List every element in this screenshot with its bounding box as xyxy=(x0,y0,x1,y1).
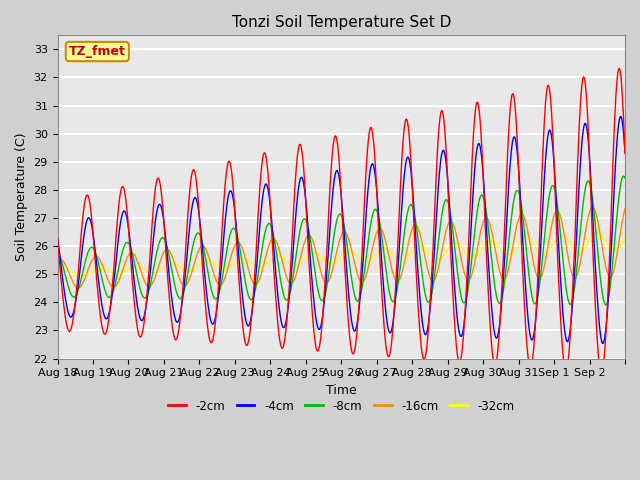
-32cm xyxy=(614,246,622,252)
Line: -32cm: -32cm xyxy=(58,233,625,276)
-2cm xyxy=(614,69,622,75)
-2cm xyxy=(54,235,61,241)
-2cm xyxy=(316,343,323,348)
-4cm xyxy=(54,236,61,241)
-32cm xyxy=(621,235,629,241)
X-axis label: Time: Time xyxy=(326,384,356,397)
-4cm xyxy=(316,326,323,332)
-32cm xyxy=(143,267,150,273)
-4cm xyxy=(475,141,483,146)
-4cm xyxy=(326,220,334,226)
Legend: -2cm, -4cm, -8cm, -16cm, -32cm: -2cm, -4cm, -8cm, -16cm, -32cm xyxy=(163,395,519,417)
Line: -8cm: -8cm xyxy=(58,176,625,305)
-32cm xyxy=(327,261,335,267)
-4cm xyxy=(558,300,566,306)
-8cm xyxy=(620,173,627,179)
-2cm xyxy=(326,179,334,184)
-32cm xyxy=(316,253,324,259)
-8cm xyxy=(475,199,483,204)
-8cm xyxy=(326,259,334,265)
-32cm xyxy=(476,250,483,255)
-8cm xyxy=(143,294,150,300)
-16cm xyxy=(316,266,324,272)
-4cm xyxy=(617,114,625,120)
Line: -16cm: -16cm xyxy=(58,207,625,288)
-2cm xyxy=(621,151,629,156)
-16cm xyxy=(559,222,566,228)
Y-axis label: Soil Temperature (C): Soil Temperature (C) xyxy=(15,132,28,261)
-16cm xyxy=(54,259,61,265)
-2cm xyxy=(558,341,566,347)
-4cm xyxy=(621,149,629,155)
-32cm xyxy=(559,232,566,238)
-16cm xyxy=(589,204,596,210)
Line: -4cm: -4cm xyxy=(58,117,625,343)
-32cm xyxy=(54,271,61,276)
-16cm xyxy=(143,282,150,288)
-16cm xyxy=(74,285,82,291)
-8cm xyxy=(621,175,629,181)
Line: -2cm: -2cm xyxy=(58,69,625,373)
-2cm xyxy=(143,300,150,305)
-32cm xyxy=(593,230,601,236)
-16cm xyxy=(621,206,629,212)
-8cm xyxy=(614,203,622,208)
Title: Tonzi Soil Temperature Set D: Tonzi Soil Temperature Set D xyxy=(232,15,451,30)
-16cm xyxy=(614,243,622,249)
-8cm xyxy=(54,250,61,255)
-4cm xyxy=(614,127,622,133)
-16cm xyxy=(476,235,483,241)
-2cm xyxy=(615,66,623,72)
-4cm xyxy=(599,340,607,346)
-2cm xyxy=(598,371,605,376)
-8cm xyxy=(316,294,323,300)
-32cm xyxy=(79,273,86,279)
-8cm xyxy=(602,302,610,308)
-16cm xyxy=(327,273,335,279)
Text: TZ_fmet: TZ_fmet xyxy=(69,45,125,58)
-4cm xyxy=(143,302,150,308)
-8cm xyxy=(558,249,566,254)
-2cm xyxy=(475,106,483,112)
